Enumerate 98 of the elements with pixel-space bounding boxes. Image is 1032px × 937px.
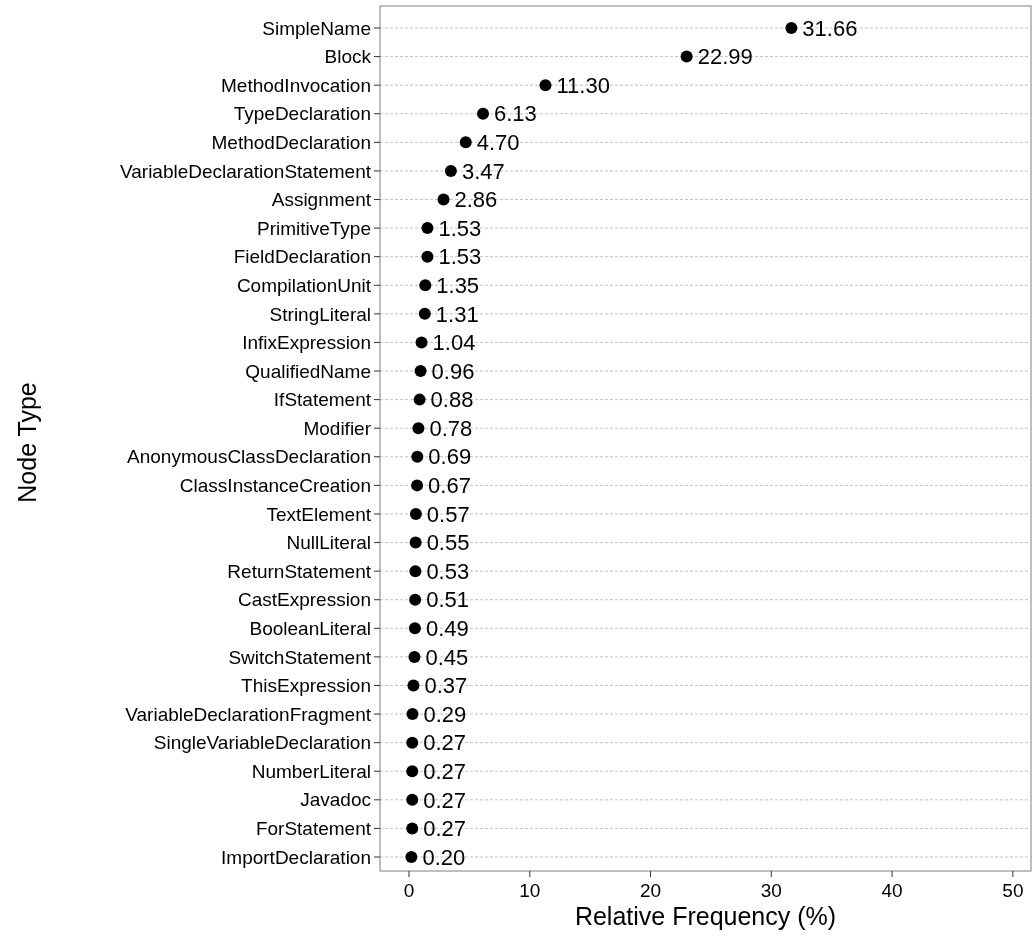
point	[680, 50, 693, 63]
point	[413, 393, 426, 406]
point	[406, 765, 419, 778]
y-tick-label: SwitchStatement	[228, 646, 372, 668]
y-tick-label: IfStatement	[273, 389, 372, 411]
y-tick-label: StringLiteral	[269, 303, 371, 325]
point	[408, 622, 421, 635]
point	[421, 250, 434, 263]
data-label: 0.55	[426, 530, 470, 556]
point	[539, 79, 552, 92]
point	[412, 422, 425, 435]
data-label: 22.99	[697, 44, 753, 70]
y-tick-label: TypeDeclaration	[233, 103, 371, 125]
point	[421, 222, 434, 235]
y-tick-label: Block	[324, 46, 372, 68]
point	[785, 22, 798, 34]
data-label: 31.66	[802, 15, 858, 41]
data-label: 4.70	[476, 130, 520, 156]
y-tick-label: SimpleName	[262, 17, 371, 39]
y-tick-label: MethodDeclaration	[211, 131, 371, 153]
y-tick-label: ImportDeclaration	[221, 846, 371, 868]
data-label: 1.53	[438, 215, 482, 241]
point	[409, 565, 422, 578]
x-tick-label: 10	[519, 880, 541, 901]
y-tick-label: ClassInstanceCreation	[179, 475, 371, 497]
y-tick-label: TextElement	[266, 503, 372, 525]
data-label: 0.45	[425, 644, 469, 670]
x-tick-label: 0	[403, 880, 415, 901]
point	[411, 479, 424, 492]
data-label: 0.67	[428, 473, 471, 499]
point	[409, 507, 422, 520]
point	[405, 851, 418, 863]
x-tick-label: 50	[1002, 880, 1024, 901]
data-label: 0.37	[424, 673, 468, 699]
data-label: 0.29	[423, 701, 467, 727]
point	[415, 336, 428, 349]
data-label: 1.35	[436, 272, 480, 298]
y-tick-label: ForStatement	[255, 818, 372, 840]
y-tick-label: VariableDeclarationStatement	[119, 160, 372, 182]
point	[409, 593, 422, 606]
data-label: 6.13	[494, 101, 537, 127]
y-tick-label: Modifier	[303, 417, 372, 439]
y-tick-label: Assignment	[271, 189, 372, 211]
data-label: 11.30	[556, 72, 610, 98]
point	[477, 107, 490, 120]
data-label: 0.69	[428, 444, 472, 470]
data-label: 2.86	[454, 187, 498, 213]
data-label: 1.53	[438, 244, 482, 270]
point	[444, 164, 457, 177]
point	[411, 450, 424, 463]
y-tick-label: CastExpression	[237, 589, 371, 611]
y-tick-label: BooleanLiteral	[249, 617, 371, 639]
data-label: 1.04	[432, 330, 476, 356]
point	[406, 708, 419, 721]
data-label: 0.27	[423, 787, 467, 813]
y-tick-label: VariableDeclarationFragment	[125, 703, 372, 725]
data-label: 0.49	[425, 616, 469, 642]
point	[437, 193, 450, 206]
point	[409, 536, 422, 549]
point	[408, 650, 421, 663]
y-tick-label: QualifiedName	[245, 360, 371, 382]
y-tick-label: Javadoc	[300, 789, 371, 811]
data-label: 0.53	[426, 558, 470, 584]
point	[419, 279, 432, 292]
point	[406, 736, 419, 749]
x-axis-title: Relative Frequency (%)	[574, 902, 837, 930]
data-label: 0.51	[426, 587, 469, 613]
data-label: 0.27	[423, 730, 467, 756]
y-tick-label: NullLiteral	[286, 532, 371, 554]
data-label: 0.78	[429, 415, 473, 441]
y-tick-label: ThisExpression	[241, 675, 371, 697]
data-label: 0.57	[426, 501, 470, 527]
data-label: 0.27	[423, 758, 467, 784]
data-label: 0.96	[431, 358, 475, 384]
point	[407, 679, 420, 692]
y-tick-label: InfixExpression	[242, 332, 371, 354]
y-tick-label: CompilationUnit	[236, 274, 372, 296]
y-tick-label: MethodInvocation	[221, 74, 371, 96]
point	[406, 793, 419, 806]
y-tick-label: AnonymousClassDeclaration	[127, 446, 371, 468]
data-label: 0.27	[423, 816, 467, 842]
data-label: 0.20	[422, 844, 466, 870]
point	[459, 136, 472, 149]
y-tick-label: NumberLiteral	[251, 760, 371, 782]
x-tick-label: 30	[760, 880, 782, 901]
point	[406, 822, 419, 835]
y-tick-label: PrimitiveType	[256, 217, 371, 239]
y-tick-label: SingleVariableDeclaration	[153, 732, 371, 754]
y-tick-label: ReturnStatement	[227, 560, 372, 582]
data-label: 3.47	[461, 158, 505, 184]
y-axis-title: Node Type	[13, 382, 41, 503]
x-tick-label: 20	[639, 880, 662, 901]
x-tick-label: 40	[881, 880, 903, 901]
data-label: 0.88	[430, 387, 474, 413]
point	[414, 365, 427, 378]
y-tick-label: FieldDeclaration	[233, 246, 371, 268]
point	[418, 307, 431, 320]
data-label: 1.31	[435, 301, 479, 327]
